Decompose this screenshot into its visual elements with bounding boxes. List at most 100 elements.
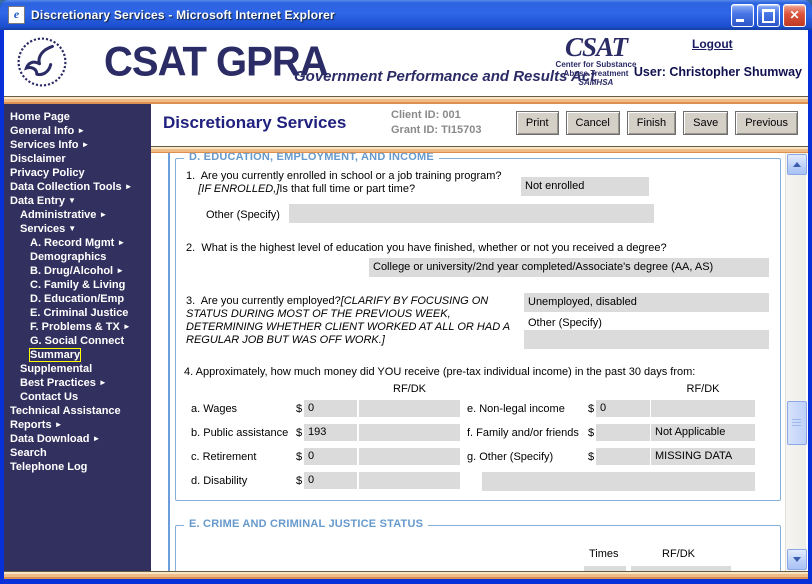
sidebar-item-home-page[interactable]: Home Page (10, 111, 70, 123)
section-e-rfdk-header: RF/DK (662, 548, 695, 560)
maximize-button[interactable] (757, 4, 780, 27)
q4c-rfdk-field[interactable] (359, 448, 460, 465)
section-e-times-field[interactable] (584, 566, 626, 571)
q4e-dollar: $ (588, 403, 595, 415)
sidebar-item-reports[interactable]: Reports ► (10, 419, 63, 431)
q3-other-field[interactable] (524, 330, 769, 349)
sidebar-item-data-entry[interactable]: Data Entry ▼ (10, 195, 76, 207)
submenu-arrow-icon: ► (116, 266, 125, 275)
window-title: Discretionary Services - Microsoft Inter… (31, 8, 335, 22)
q4c-label: c. Retirement (191, 451, 257, 463)
q1-other-field[interactable] (289, 204, 654, 223)
sidebar-item-summary[interactable]: Summary (4, 348, 151, 362)
q4-rfdk-header-left: RF/DK (393, 383, 426, 395)
sidebar-item-services[interactable]: Services ▼ (20, 223, 77, 235)
q4f-rfdk-field[interactable]: Not Applicable (651, 424, 755, 441)
q4d-rfdk-field[interactable] (359, 472, 460, 489)
submenu-arrow-icon: ► (124, 182, 133, 191)
client-grant-ids: Client ID: 001 Grant ID: TI15703 (391, 108, 481, 138)
q4b-amount-field[interactable]: 193 (304, 424, 357, 441)
q4c-amount-field[interactable]: 0 (304, 448, 357, 465)
vertical-scrollbar[interactable] (785, 153, 807, 571)
scroll-up-icon (793, 162, 801, 167)
q4a-rfdk-field[interactable] (359, 400, 460, 417)
sidebar-item-problems-tx[interactable]: F. Problems & TX ► (30, 321, 131, 333)
q4g-amount-field[interactable] (596, 448, 650, 465)
section-e-rfdk-field[interactable] (631, 566, 731, 571)
sidebar-item-criminal-justice[interactable]: E. Criminal Justice (30, 307, 129, 319)
sidebar-item-supplemental[interactable]: Supplemental (20, 363, 93, 375)
q4d-amount-field[interactable]: 0 (304, 472, 357, 489)
sidebar-item-data-collection-tools[interactable]: Data Collection Tools ► (10, 181, 133, 193)
q1-other-label: Other (Specify) (206, 209, 280, 221)
sidebar-item-technical-assistance[interactable]: Technical Assistance (10, 405, 121, 417)
previous-button[interactable]: Previous (735, 111, 798, 135)
q1-answer-field[interactable]: Not enrolled (521, 177, 649, 196)
sidebar-item-services-info[interactable]: Services Info ► (10, 139, 90, 151)
logout-link[interactable]: Logout (692, 37, 733, 51)
times-header: Times (589, 548, 619, 560)
brand-title: CSAT GPRA (104, 38, 329, 86)
q4c-dollar: $ (296, 451, 303, 463)
minimize-button[interactable] (731, 4, 754, 27)
sidebar-item-best-practices[interactable]: Best Practices ► (20, 377, 107, 389)
section-d-education-employment-income: D. EDUCATION, EMPLOYMENT, AND INCOME 1. … (175, 153, 781, 501)
sidebar-item-administrative[interactable]: Administrative ► (20, 209, 108, 221)
q4f-label: f. Family and/or friends (467, 427, 579, 439)
sidebar-item-privacy-policy[interactable]: Privacy Policy (10, 167, 85, 179)
question-2-text: 2. What is the highest level of educatio… (186, 242, 667, 254)
q4g-other-specify-field[interactable] (482, 472, 755, 491)
sidebar-item-general-info[interactable]: General Info ► (10, 125, 86, 137)
csat-samhsa-logo: CSAT Center for Substance Abuse Treatmen… (555, 32, 637, 88)
sidebar-item-data-download[interactable]: Data Download ► (10, 433, 101, 445)
q3-answer-field[interactable]: Unemployed, disabled (524, 293, 769, 312)
close-button[interactable]: ✕ (783, 4, 806, 27)
sidebar-item-record-mgmt[interactable]: A. Record Mgmt ► (30, 237, 126, 249)
submenu-open-arrow-icon: ▼ (68, 224, 77, 233)
form-frame: D. EDUCATION, EMPLOYMENT, AND INCOME 1. … (151, 153, 808, 571)
sidebar-item-disclaimer[interactable]: Disclaimer (10, 153, 66, 165)
q4e-label: e. Non-legal income (467, 403, 565, 415)
hhs-eagle-logo (17, 37, 67, 87)
active-item-highlight: Summary (28, 348, 82, 362)
q4e-amount-field[interactable]: 0 (596, 400, 650, 417)
scrollbar-thumb[interactable] (787, 401, 807, 445)
q4f-amount-field[interactable] (596, 424, 650, 441)
section-e-legend: E. CRIME AND CRIMINAL JUSTICE STATUS (184, 518, 429, 530)
q2-answer-field[interactable]: College or university/2nd year completed… (369, 258, 769, 277)
sidebar-item-telephone-log[interactable]: Telephone Log (10, 461, 88, 473)
frame-left-border (168, 153, 170, 571)
q4a-amount-field[interactable]: 0 (304, 400, 357, 417)
sidebar-item-education-emp[interactable]: D. Education/Emp (30, 293, 125, 305)
q4d-label: d. Disability (191, 475, 248, 487)
q4b-label: b. Public assistance (191, 427, 289, 439)
sidebar-item-social-connect[interactable]: G. Social Connect (30, 335, 125, 347)
maximize-icon (762, 9, 775, 23)
q4g-rfdk-field[interactable]: MISSING DATA (651, 448, 755, 465)
print-button[interactable]: Print (515, 111, 559, 135)
sidebar-item-drug-alcohol[interactable]: B. Drug/Alcohol ► (30, 265, 125, 277)
submenu-open-arrow-icon: ▼ (68, 196, 76, 205)
content-header: Discretionary Services Client ID: 001 Gr… (151, 104, 808, 146)
app-header: CSAT GPRA Government Performance and Res… (4, 30, 808, 96)
sidebar-item-family-living[interactable]: C. Family & Living (30, 279, 126, 291)
scroll-down-icon (793, 557, 801, 562)
cancel-button[interactable]: Cancel (565, 111, 620, 135)
sidebar-item-demographics[interactable]: Demographics (30, 251, 107, 263)
finish-button[interactable]: Finish (626, 111, 677, 135)
sidebar-item-search[interactable]: Search (10, 447, 47, 459)
scroll-down-button[interactable] (787, 549, 807, 570)
q4e-rfdk-field[interactable] (651, 400, 755, 417)
sidebar-item-contact-us[interactable]: Contact Us (20, 391, 79, 403)
minimize-icon (736, 19, 744, 22)
grant-id: Grant ID: TI15703 (391, 124, 482, 136)
question-1-text: 1. Are you currently enrolled in school … (186, 170, 502, 195)
save-button[interactable]: Save (683, 111, 729, 135)
scroll-up-button[interactable] (787, 154, 807, 175)
page-title: Discretionary Services (163, 113, 347, 132)
q4g-dollar: $ (588, 451, 595, 463)
sidebar-nav: Home Page General Info ► Services Info ► D… (4, 104, 151, 571)
q4b-rfdk-field[interactable] (359, 424, 460, 441)
question-4-text: 4. Approximately, how much money did YOU… (184, 366, 696, 378)
